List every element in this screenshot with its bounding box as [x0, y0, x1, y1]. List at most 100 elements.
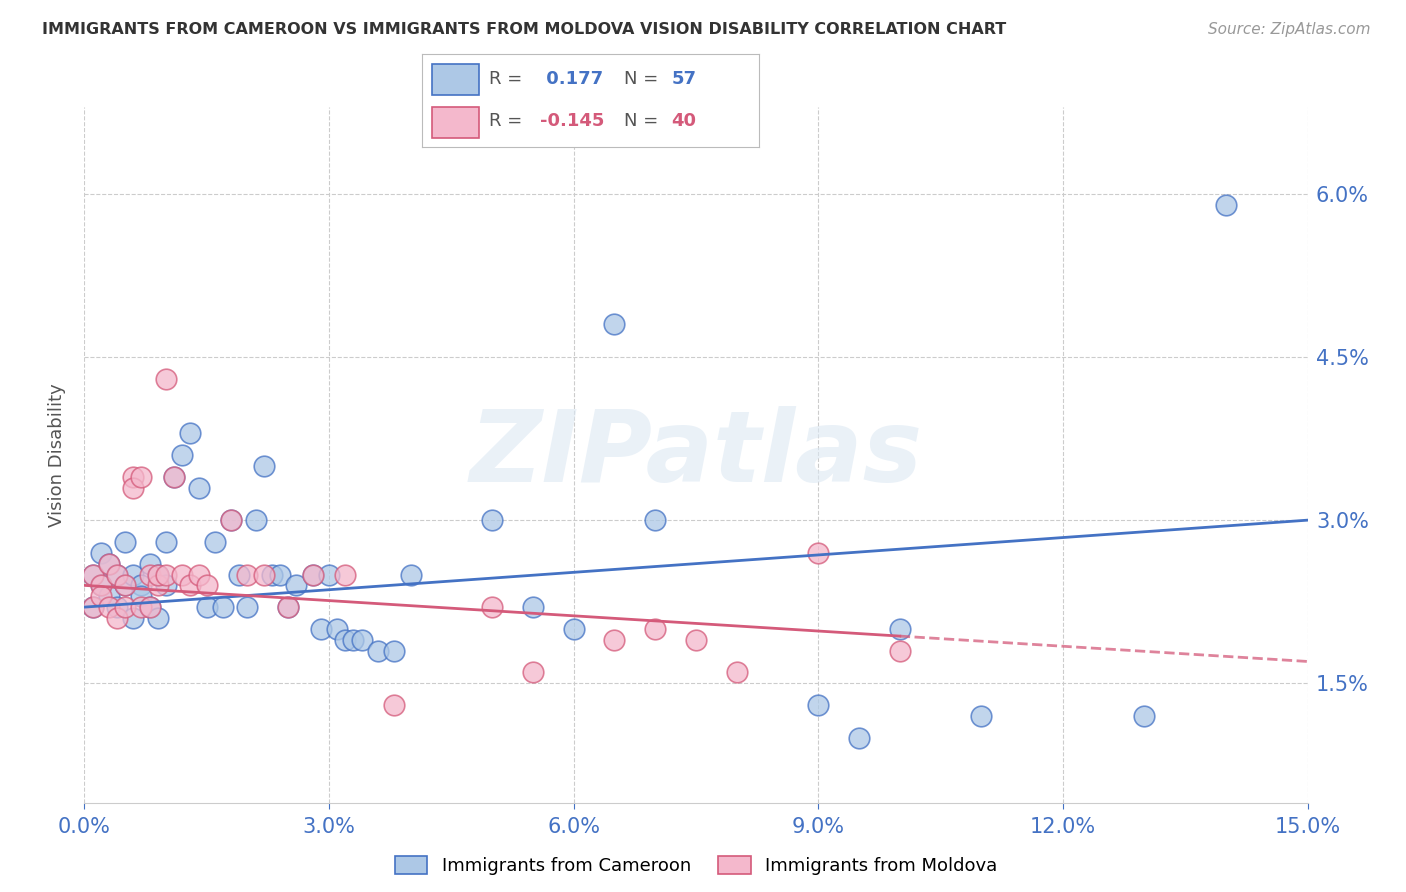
Point: [277, 600, 299, 615]
Text: IMMIGRANTS FROM CAMEROON VS IMMIGRANTS FROM MOLDOVA VISION DISABILITY CORRELATIO: IMMIGRANTS FROM CAMEROON VS IMMIGRANTS F…: [42, 22, 1007, 37]
Point: [725, 665, 748, 680]
Point: [335, 632, 357, 647]
FancyBboxPatch shape: [432, 107, 479, 138]
Point: [807, 546, 830, 560]
Point: [204, 534, 226, 549]
Point: [195, 600, 218, 615]
Point: [399, 567, 422, 582]
Point: [603, 632, 626, 647]
Point: [195, 578, 218, 592]
Point: [146, 611, 169, 625]
Point: [131, 589, 153, 603]
Point: [146, 567, 169, 582]
Point: [146, 578, 169, 592]
Point: [82, 567, 104, 582]
Point: [172, 567, 194, 582]
Point: [260, 567, 283, 582]
Point: [138, 557, 160, 571]
Point: [269, 567, 291, 582]
Point: [122, 469, 145, 483]
Point: [97, 600, 120, 615]
Point: [163, 469, 186, 483]
Point: [90, 578, 112, 592]
Point: [131, 469, 153, 483]
Point: [138, 567, 160, 582]
Point: [603, 318, 626, 332]
FancyBboxPatch shape: [432, 64, 479, 95]
Point: [90, 589, 112, 603]
Point: [105, 611, 128, 625]
Point: [1215, 198, 1237, 212]
Point: [82, 567, 104, 582]
Point: [335, 567, 357, 582]
Point: [146, 567, 169, 582]
Point: [155, 534, 177, 549]
Point: [522, 665, 544, 680]
Point: [382, 698, 405, 712]
Point: [122, 567, 145, 582]
Point: [114, 578, 136, 592]
Point: [114, 578, 136, 592]
Point: [172, 448, 194, 462]
Point: [522, 600, 544, 615]
Point: [179, 426, 201, 441]
Point: [105, 600, 128, 615]
Point: [122, 611, 145, 625]
Point: [889, 643, 911, 657]
Point: [82, 600, 104, 615]
Point: [179, 578, 201, 592]
Text: ZIPatlas: ZIPatlas: [470, 407, 922, 503]
Point: [90, 578, 112, 592]
Point: [326, 622, 349, 636]
Point: [301, 567, 323, 582]
Point: [301, 567, 323, 582]
Point: [481, 600, 503, 615]
Point: [155, 567, 177, 582]
Point: [163, 469, 186, 483]
Point: [848, 731, 870, 745]
Point: [309, 622, 332, 636]
Point: [253, 458, 276, 473]
Point: [285, 578, 308, 592]
Point: [138, 600, 160, 615]
Point: [245, 513, 267, 527]
Point: [367, 643, 389, 657]
Point: [342, 632, 364, 647]
Point: [122, 481, 145, 495]
Point: [97, 589, 120, 603]
Point: [97, 557, 120, 571]
Point: [228, 567, 250, 582]
Text: N =: N =: [624, 112, 664, 130]
Point: [187, 567, 209, 582]
Point: [82, 600, 104, 615]
Point: [807, 698, 830, 712]
Text: Source: ZipAtlas.com: Source: ZipAtlas.com: [1208, 22, 1371, 37]
Point: [219, 513, 242, 527]
Text: N =: N =: [624, 70, 664, 88]
Point: [105, 567, 128, 582]
Text: -0.145: -0.145: [540, 112, 605, 130]
Point: [277, 600, 299, 615]
Point: [131, 578, 153, 592]
Point: [131, 600, 153, 615]
Text: R =: R =: [489, 112, 529, 130]
Point: [114, 534, 136, 549]
Point: [685, 632, 707, 647]
Point: [970, 708, 993, 723]
Point: [90, 546, 112, 560]
Point: [889, 622, 911, 636]
Y-axis label: Vision Disability: Vision Disability: [48, 383, 66, 527]
Point: [481, 513, 503, 527]
Point: [562, 622, 585, 636]
Point: [644, 622, 666, 636]
Point: [155, 578, 177, 592]
Point: [236, 567, 259, 582]
Text: 0.177: 0.177: [540, 70, 603, 88]
Text: 40: 40: [672, 112, 696, 130]
Point: [138, 600, 160, 615]
Point: [155, 372, 177, 386]
Point: [105, 567, 128, 582]
Point: [382, 643, 405, 657]
Point: [97, 557, 120, 571]
Text: R =: R =: [489, 70, 529, 88]
